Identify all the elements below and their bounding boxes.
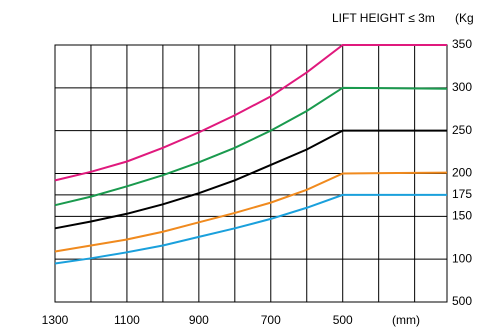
y-tick-label: 350 bbox=[452, 37, 472, 51]
series-line bbox=[54, 86, 448, 207]
x-axis-label: (mm) bbox=[392, 313, 420, 327]
y-tick-label: 150 bbox=[452, 209, 472, 223]
y-tick-label: 300 bbox=[452, 80, 472, 94]
series-line bbox=[54, 193, 447, 265]
x-tick-label: 700 bbox=[261, 313, 281, 327]
y-axis-label: (Kg bbox=[455, 11, 474, 25]
chart-title: LIFT HEIGHT ≤ 3m bbox=[332, 11, 435, 25]
series-line bbox=[54, 171, 448, 253]
x-tick-label: 1300 bbox=[42, 313, 69, 327]
x-tick-label: 1100 bbox=[114, 313, 140, 327]
y-tick-label: 250 bbox=[452, 123, 472, 137]
y-tick-label: 500 bbox=[452, 294, 472, 308]
y-tick-label: 175 bbox=[452, 187, 472, 201]
series-line bbox=[54, 44, 447, 182]
x-tick-label: 900 bbox=[189, 313, 209, 327]
y-tick-label: 200 bbox=[452, 166, 472, 180]
y-tick-label: 100 bbox=[452, 251, 472, 265]
series-line bbox=[54, 129, 447, 230]
x-tick-label: 500 bbox=[333, 313, 353, 327]
